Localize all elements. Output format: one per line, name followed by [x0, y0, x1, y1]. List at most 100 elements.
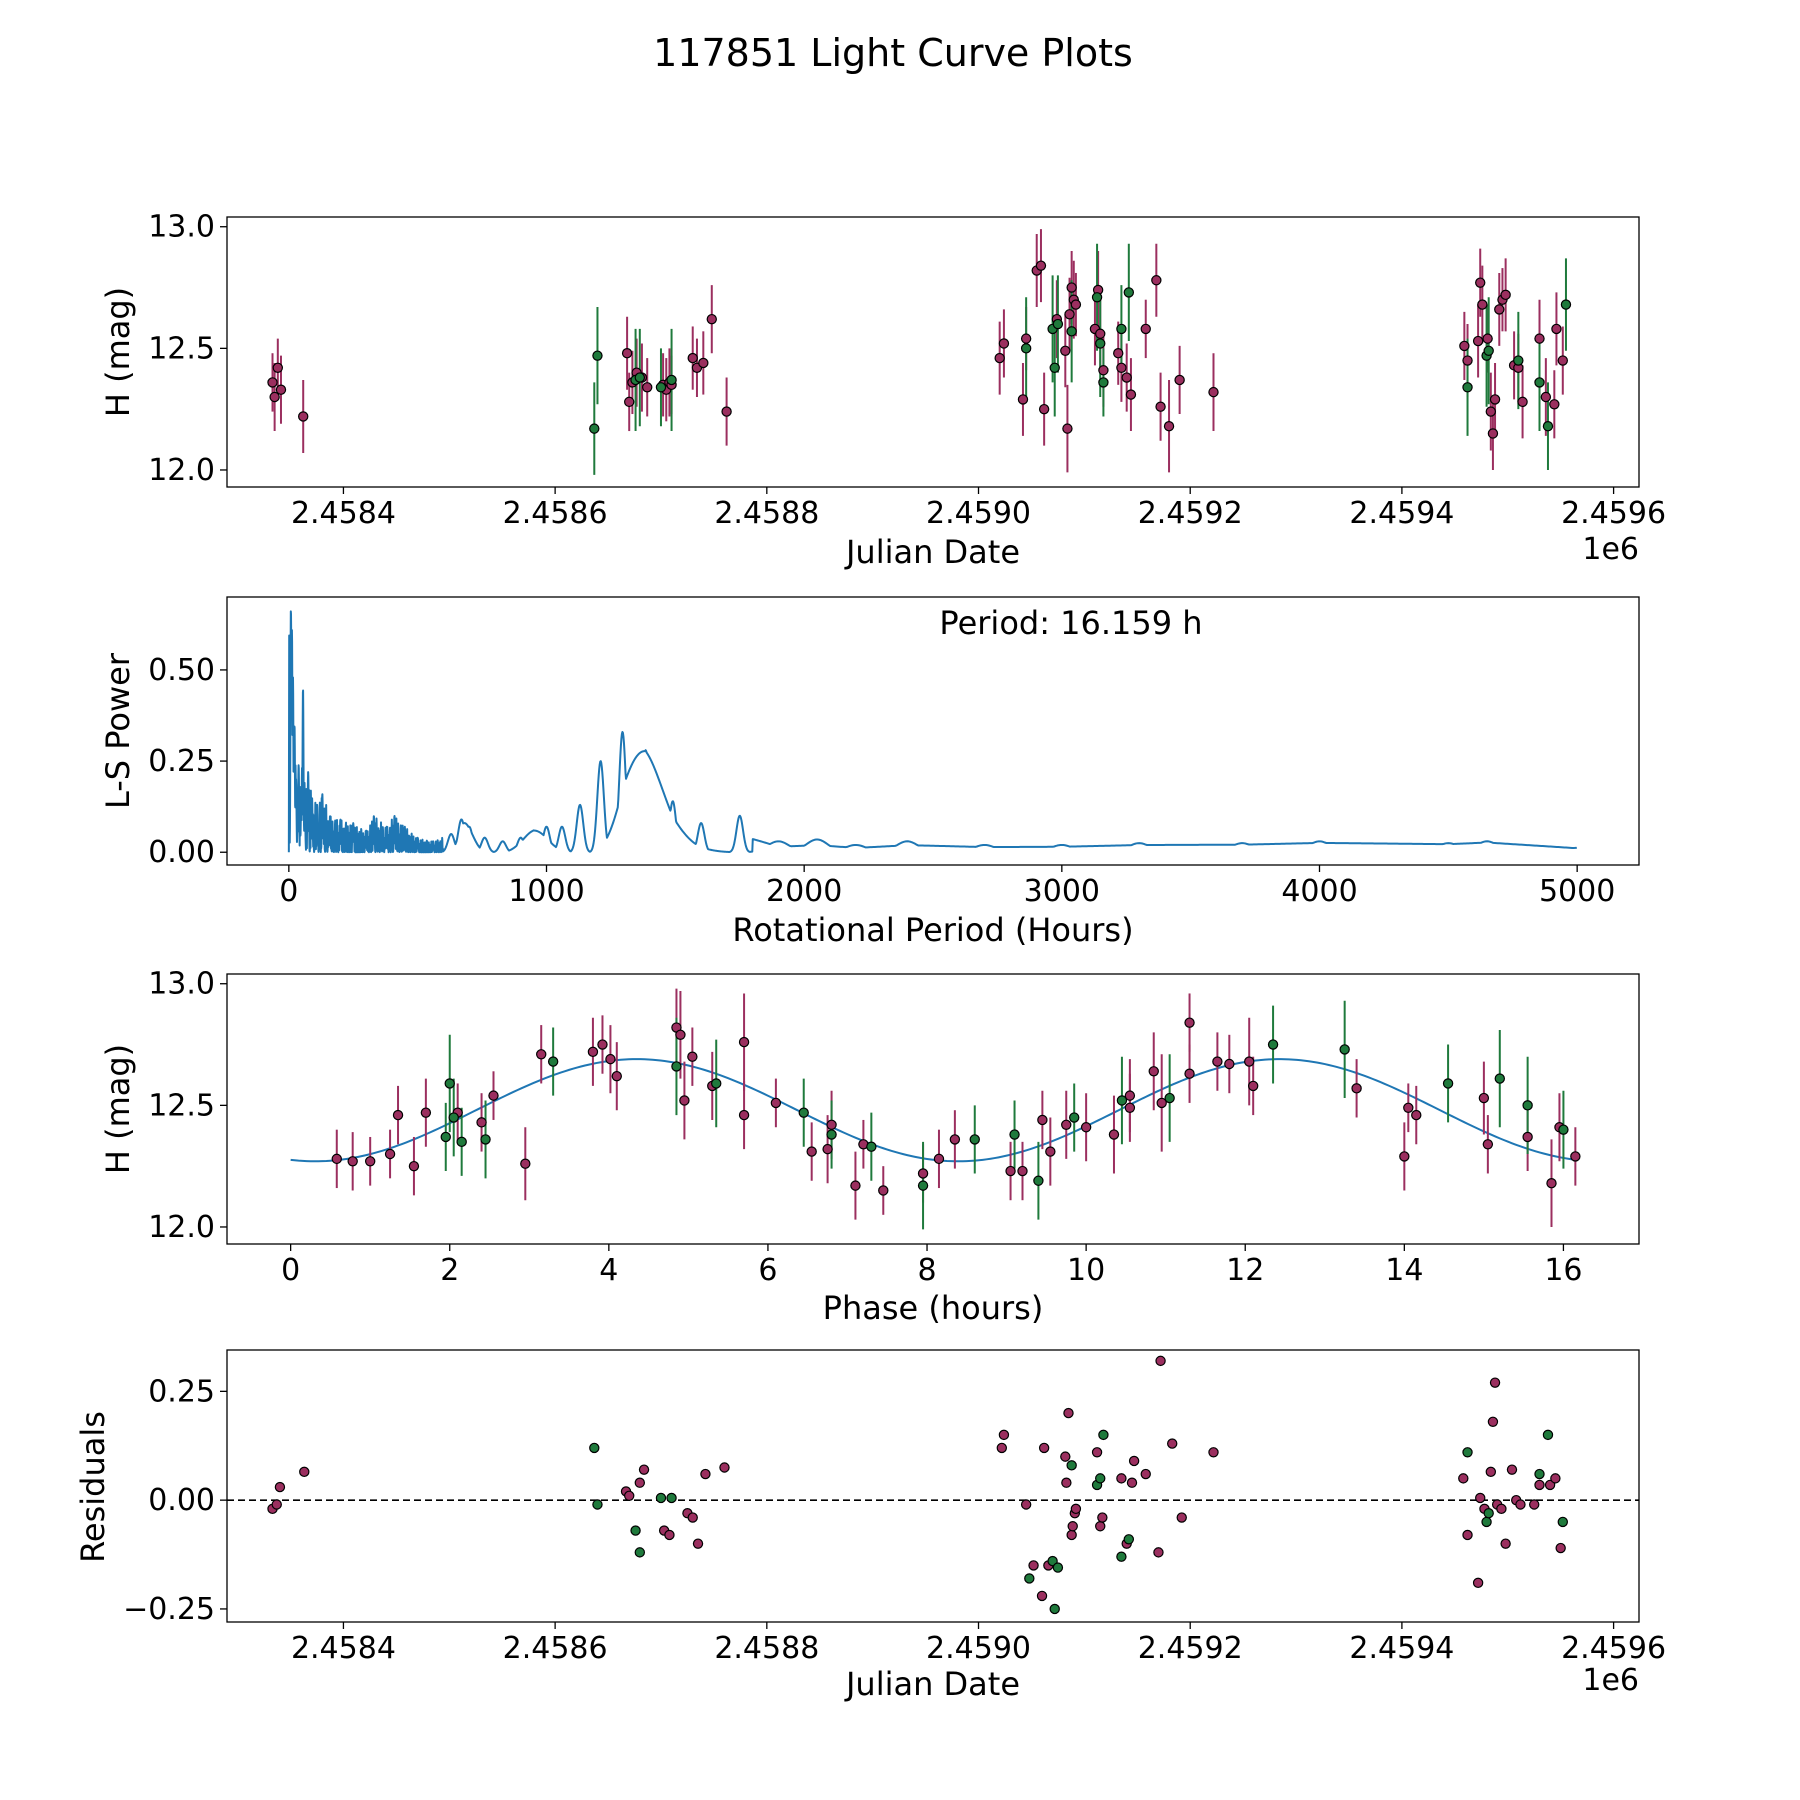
y-tick-label: −0.25 [123, 1592, 215, 1627]
pink-data-point [605, 1053, 616, 1065]
x-tick-label: 10 [1067, 1253, 1105, 1288]
y-tick-label: 13.0 [148, 210, 215, 245]
pink-data-point [1489, 394, 1501, 405]
green-data-point [1068, 1112, 1080, 1123]
y-tick-label: 0.00 [148, 1483, 215, 1518]
x-tick-label: 12 [1226, 1253, 1264, 1288]
green-data-point [1164, 1092, 1175, 1104]
pink-data-point [1549, 399, 1560, 410]
pink-data-point [1124, 1090, 1136, 1101]
green-data-point [547, 1056, 559, 1067]
residuals-axes-frame [226, 1349, 1640, 1623]
x-tick-label: 2.4590 [926, 496, 1031, 531]
x-tick-label: 0 [279, 874, 298, 909]
pink-data-point [597, 1039, 608, 1050]
pink-data-point [1475, 1492, 1486, 1504]
pink-data-point [1125, 389, 1137, 400]
green-data-point [592, 1499, 603, 1510]
pink-data-point [1482, 1139, 1494, 1150]
pink-data-point [1555, 1542, 1566, 1554]
pink-data-point [806, 1146, 817, 1157]
pink-data-point [1517, 396, 1528, 408]
green-data-point [969, 1134, 980, 1145]
pink-data-point [1116, 362, 1127, 374]
pink-data-point [917, 1168, 929, 1179]
pink-data-point [1148, 1066, 1159, 1077]
green-data-point [1558, 1124, 1569, 1135]
pink-data-point [1557, 355, 1568, 366]
periodogram-ticks: 0 1000 2000 3000 4000 5000 0.00 0.25 0.50 [148, 653, 1615, 909]
pink-data-point [664, 1529, 675, 1541]
y-tick-label: 0.25 [148, 744, 215, 779]
pink-data-point [1070, 299, 1082, 310]
green-data-point [798, 1107, 809, 1118]
pink-data-point [1477, 299, 1488, 310]
figure-title: 117851 Light Curve Plots [653, 31, 1133, 75]
green-data-point [671, 1061, 682, 1072]
green-data-point [1462, 382, 1473, 393]
pink-data-point [1411, 1109, 1422, 1121]
pink-data-point [1475, 277, 1486, 288]
pink-data-point [1489, 1377, 1501, 1388]
pink-data-point [1244, 1056, 1255, 1067]
green-data-point [1542, 420, 1554, 432]
green-data-point [1483, 1507, 1494, 1519]
pink-data-point [1028, 1560, 1039, 1571]
green-data-point [1066, 326, 1077, 337]
x-tick-label: 2.4584 [291, 496, 396, 531]
x-tick-label: 4000 [1281, 874, 1357, 909]
pink-data-point [1020, 333, 1032, 344]
green-data-point [1116, 1095, 1128, 1106]
pink-data-point [267, 377, 278, 388]
pink-data-point [1540, 391, 1552, 403]
green-data-point [917, 1180, 929, 1191]
x-tick-label: 2.4588 [714, 1631, 819, 1666]
pink-data-point [1038, 1442, 1050, 1454]
pink-data-point [1020, 1499, 1032, 1510]
pink-data-point [1500, 289, 1511, 301]
pink-data-point [1037, 1114, 1048, 1126]
phased-ticks: 0 2 4 6 8 10 12 14 16 12.0 12.5 13.0 [148, 967, 1582, 1288]
periodogram-axes-frame [226, 596, 1640, 866]
periodogram-ylabel: L-S Power [99, 652, 137, 809]
pink-data-point [476, 1117, 487, 1128]
green-data-point [630, 1525, 641, 1536]
green-data-point [1049, 1603, 1060, 1615]
y-tick-label: 12.5 [148, 1088, 215, 1123]
pink-data-point [536, 1049, 547, 1060]
green-data-point [1267, 1039, 1279, 1050]
pink-data-point [392, 1109, 404, 1121]
pink-data-point [1462, 355, 1473, 366]
x-tick-label: 2 [440, 1253, 459, 1288]
green-data-point [1557, 1516, 1568, 1528]
green-data-point [1116, 323, 1127, 335]
pink-data-point [1121, 372, 1132, 383]
pink-data-point [1124, 1102, 1136, 1113]
periodogram-panel: 0 1000 2000 3000 4000 5000 0.00 0.25 0.50 Period… [99, 596, 1640, 949]
pink-data-point [1140, 1468, 1151, 1480]
x-tick-label: 16 [1544, 1253, 1582, 1288]
green-data-point [1534, 377, 1545, 388]
pink-data-point [1515, 1499, 1526, 1510]
pink-data-point [1459, 340, 1470, 352]
green-data-point [1123, 1534, 1135, 1545]
green-data-point [1098, 377, 1109, 388]
pink-data-point [1035, 260, 1047, 271]
x-tick-label: 2.4594 [1349, 496, 1454, 531]
green-data-point [1522, 1100, 1533, 1111]
pink-data-point [272, 362, 284, 374]
residuals-ticks: 2.4584 2.4586 2.4588 2.4590 2.4592 2.4594 2.45… [123, 1374, 1666, 1666]
pink-data-point [1005, 1165, 1016, 1177]
light-curve-panel: 2.4584 2.4586 2.4588 2.4590 2.4592 2.4594 2.45… [99, 210, 1666, 571]
pink-data-point [933, 1153, 945, 1165]
green-data-point [480, 1134, 491, 1145]
y-tick-label: 0.50 [148, 653, 215, 688]
y-tick-label: 13.0 [148, 967, 215, 1002]
x-tick-label: 8 [917, 1253, 936, 1288]
pink-data-point [822, 1143, 833, 1155]
pink-data-point [1458, 1473, 1469, 1484]
phased-points [290, 988, 1581, 1230]
pink-data-point [738, 1036, 750, 1048]
